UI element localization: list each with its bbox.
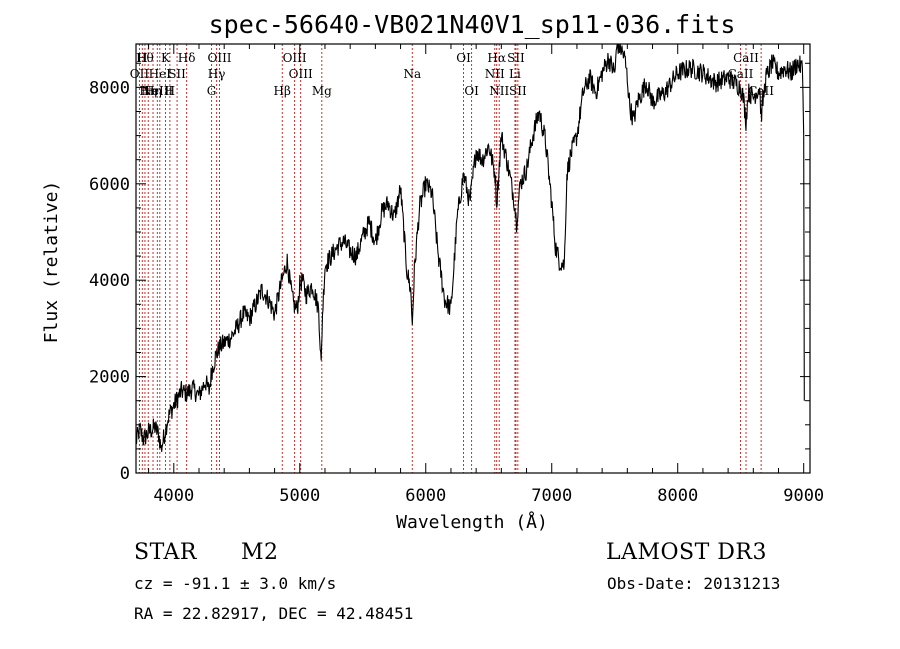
emission-line-label: OIII — [283, 51, 307, 65]
emission-line-label: Hα — [487, 51, 506, 65]
y-axis-label: Flux (relative) — [41, 181, 62, 344]
emission-line-markers — [138, 44, 762, 473]
emission-line-label: Hθ — [136, 51, 154, 65]
redshift-velocity: cz = -91.1 ± 3.0 km/s — [134, 574, 337, 593]
object-type: STAR — [134, 540, 197, 565]
x-tick-label: 7000 — [531, 486, 572, 506]
emission-line-label: OII — [130, 67, 150, 81]
emission-line-label: Na — [403, 67, 421, 81]
emission-line-label: NII — [489, 84, 509, 98]
emission-line-label: SII — [509, 84, 527, 98]
y-tick-label: 6000 — [89, 175, 130, 195]
x-tick-label: 4000 — [153, 486, 194, 506]
emission-line-label: Li — [509, 67, 521, 81]
x-tick-label: 9000 — [783, 486, 824, 506]
emission-line-label: CaII — [733, 51, 759, 65]
emission-line-labels: OIIHHθHηHηNeIIIHeIKHSIIHδGHγOIIIHβOIIIOI… — [130, 51, 775, 98]
coordinates: RA = 22.82917, DEC = 42.48451 — [134, 604, 414, 623]
y-tick-label: 4000 — [89, 271, 130, 291]
emission-line-label: OIII — [289, 67, 313, 81]
emission-line-label: NeIII — [141, 84, 173, 98]
object-subclass: M2 — [241, 540, 279, 565]
emission-line-label: Hγ — [208, 67, 226, 81]
emission-line-label: OI — [456, 51, 471, 65]
x-axis-label: Wavelength (Å) — [396, 511, 548, 533]
emission-line-label: OIII — [207, 51, 231, 65]
x-axis: 4000 5000 6000 7000 8000 9000 — [148, 44, 824, 506]
emission-line-label: Hβ — [274, 84, 291, 98]
emission-line-label: H — [137, 51, 147, 65]
y-axis: 0 2000 4000 6000 8000 — [89, 62, 810, 484]
chart-title: spec-56640-VB021N40V1_sp11-036.fits — [209, 10, 736, 39]
emission-line-label: Hδ — [178, 51, 196, 65]
emission-line-label: SII — [168, 67, 186, 81]
survey-name: LAMOST DR3 — [606, 540, 767, 565]
spectrum-line — [135, 43, 805, 452]
emission-line-label: K — [161, 51, 171, 65]
x-tick-label: 5000 — [279, 486, 320, 506]
emission-line-label: HeI — [149, 67, 172, 81]
emission-line-label: Mg — [312, 84, 332, 98]
emission-line-label: SII — [507, 51, 525, 65]
emission-line-label: OI — [464, 84, 479, 98]
emission-line-label: NII — [485, 67, 505, 81]
plot-frame — [135, 43, 811, 474]
observation-date: Obs-Date: 20131213 — [607, 574, 781, 593]
y-tick-label: 0 — [120, 464, 130, 484]
emission-line-label: H — [165, 84, 175, 98]
x-tick-label: 8000 — [657, 486, 698, 506]
y-tick-label: 2000 — [89, 368, 130, 388]
emission-line-label: Hη — [144, 84, 162, 98]
y-tick-label: 8000 — [89, 78, 130, 98]
x-tick-label: 6000 — [405, 486, 446, 506]
emission-line-label: G — [207, 84, 217, 98]
